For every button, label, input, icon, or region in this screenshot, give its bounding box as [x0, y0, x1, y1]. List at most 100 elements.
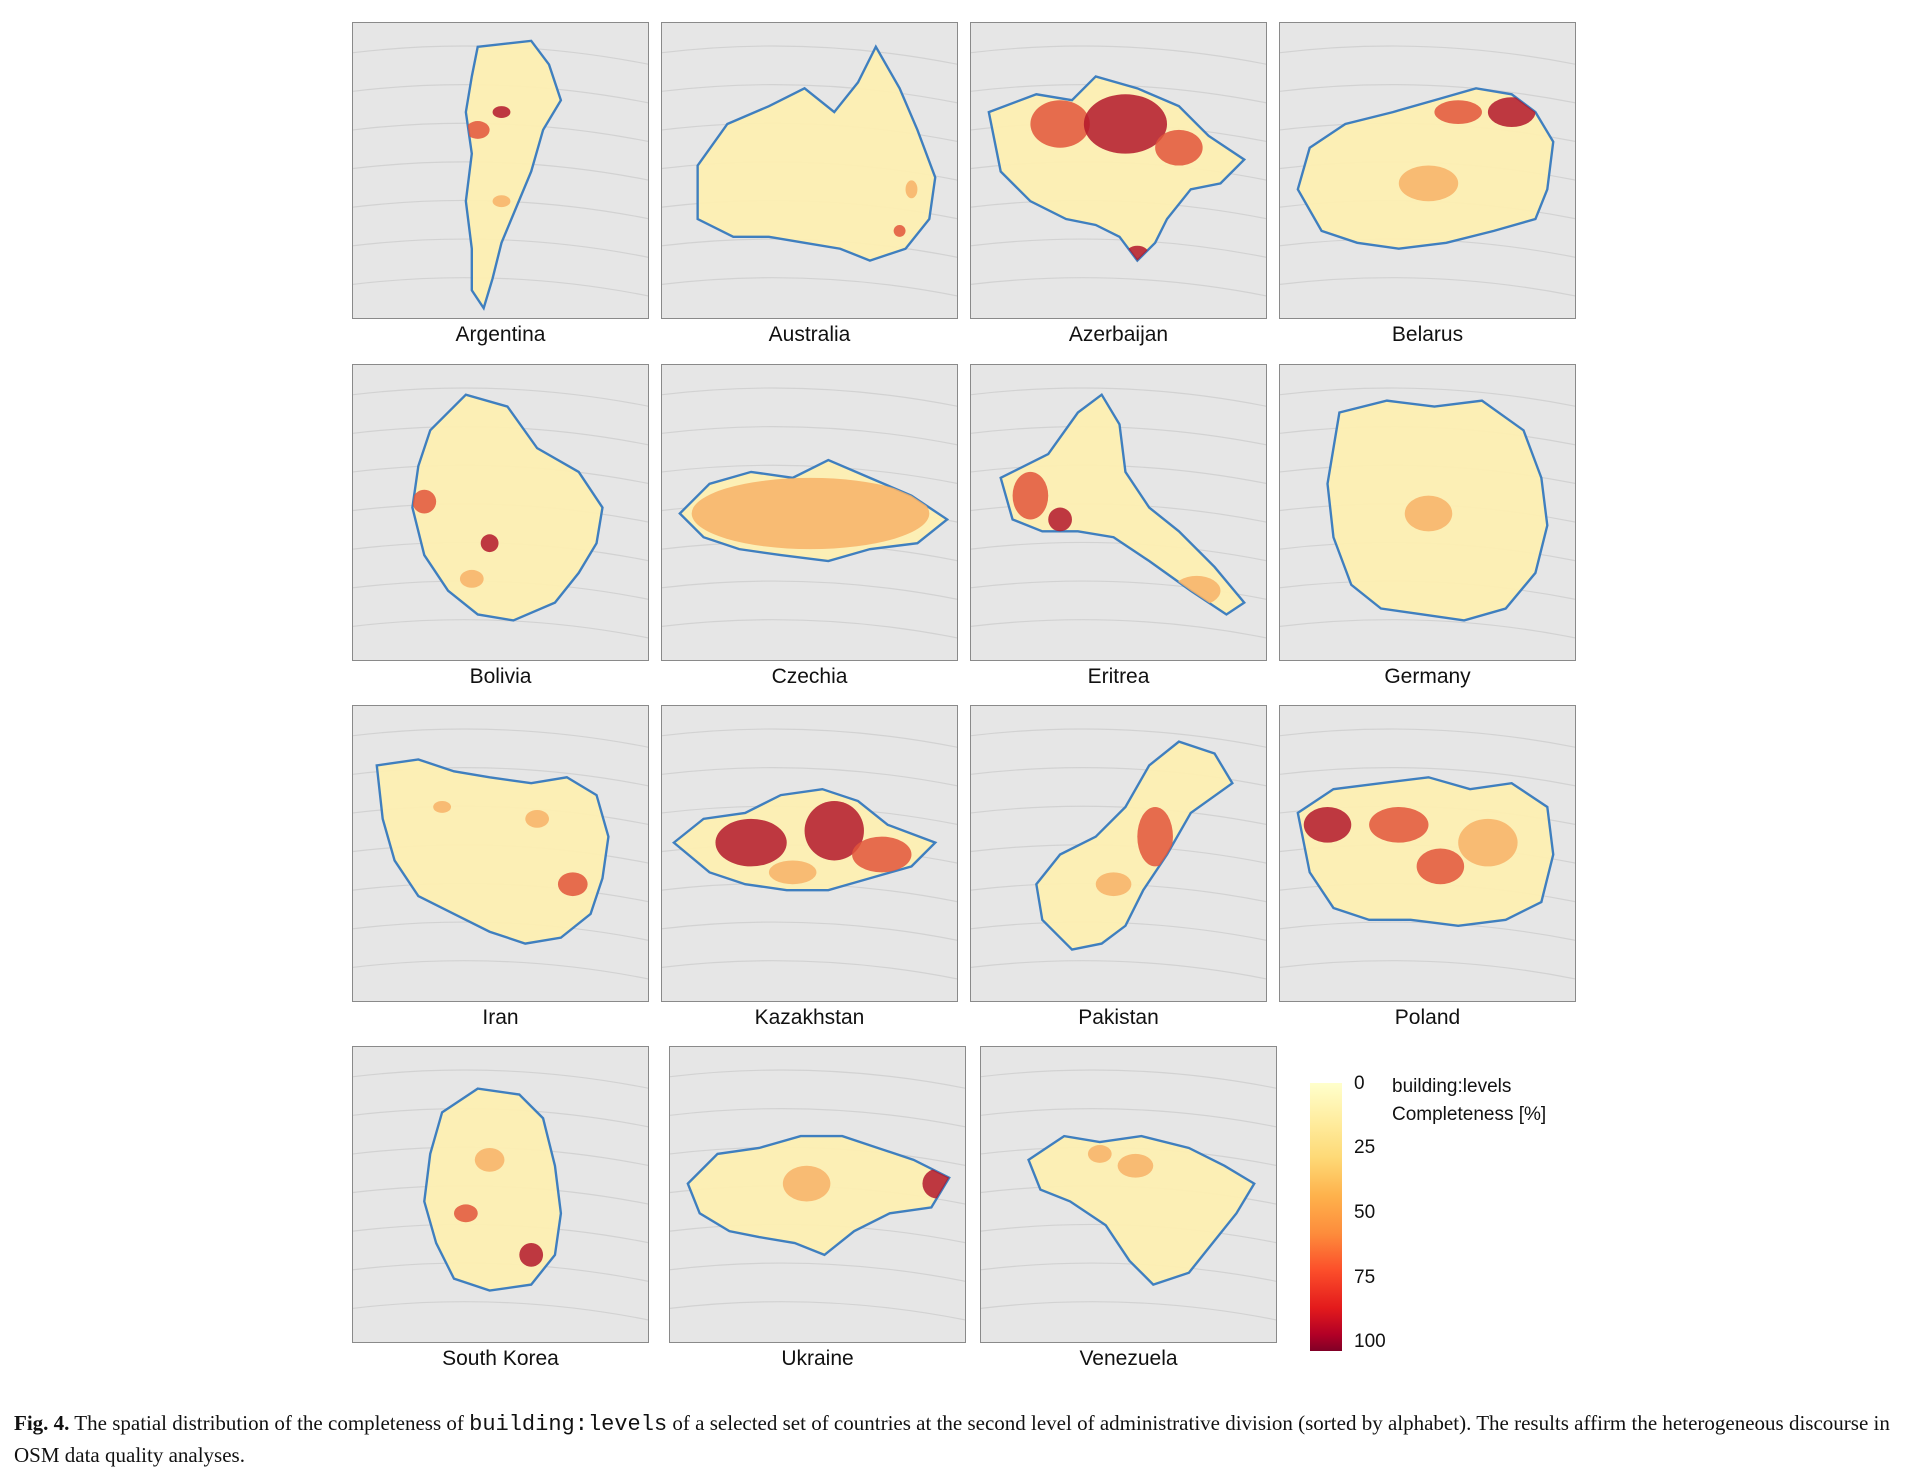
basemap-line	[971, 728, 1266, 748]
region-highlight	[459, 569, 484, 588]
country-label: Bolivia	[469, 665, 532, 688]
country-label: Ukraine	[781, 1347, 854, 1370]
map-panel: Poland	[1279, 705, 1576, 1038]
region-highlight	[691, 477, 930, 550]
colorbar-tick: 100	[1354, 1331, 1386, 1352]
map-panel: Czechia	[661, 364, 958, 697]
basemap-line	[1280, 84, 1575, 104]
region-highlight	[412, 489, 437, 514]
basemap-line	[662, 277, 957, 297]
basemap-line	[670, 1069, 965, 1089]
region-highlight	[768, 860, 817, 885]
region-highlight	[1303, 806, 1352, 843]
map-panel: Azerbaijan	[970, 22, 1267, 355]
choropleth-map	[970, 22, 1267, 319]
country-label: Iran	[482, 1006, 519, 1029]
choropleth-map	[1279, 22, 1576, 319]
colorbar-tick: 0	[1354, 1073, 1365, 1094]
region-highlight	[557, 872, 588, 897]
map-panel: Ukraine	[669, 1046, 966, 1379]
map-svg	[353, 387, 648, 639]
basemap-line	[971, 277, 1266, 297]
region-highlight	[852, 836, 912, 873]
basemap-line	[1280, 277, 1575, 297]
basemap-line	[1280, 960, 1575, 980]
basemap-line	[971, 541, 1266, 562]
map-panel: South Korea	[352, 1046, 649, 1379]
region-highlight	[1458, 818, 1518, 867]
caption-code: building:levels	[469, 1412, 668, 1437]
country-shape	[1296, 776, 1555, 927]
choropleth-map	[970, 705, 1267, 1002]
region-highlight	[492, 106, 511, 119]
choropleth-map	[970, 364, 1267, 661]
region-highlight	[1083, 94, 1168, 154]
basemap-line	[670, 1301, 965, 1321]
map-panel: Eritrea	[970, 364, 1267, 697]
region-highlight	[1398, 165, 1459, 202]
region-highlight	[465, 121, 490, 139]
country-label: Australia	[768, 323, 851, 346]
region-highlight	[453, 1204, 478, 1223]
basemap-line	[662, 84, 957, 104]
country-label: Pakistan	[1078, 1006, 1159, 1029]
basemap-line	[670, 1108, 965, 1128]
country-label: Czechia	[771, 665, 848, 688]
basemap-line	[1280, 45, 1575, 65]
basemap-line	[981, 1262, 1276, 1282]
basemap-line	[971, 805, 1266, 826]
basemap-line	[981, 1301, 1276, 1321]
region-highlight	[1155, 129, 1203, 166]
choropleth-map	[1279, 364, 1576, 661]
map-panel: Pakistan	[970, 705, 1267, 1038]
region-highlight	[1087, 1145, 1112, 1163]
country-shape	[375, 758, 610, 945]
country-shape	[696, 44, 937, 262]
basemap-line	[353, 619, 648, 639]
region-highlight	[1048, 507, 1072, 532]
basemap-line	[1280, 728, 1575, 748]
basemap-line	[1280, 767, 1575, 787]
basemap-line	[353, 960, 648, 980]
choropleth-map	[352, 705, 649, 1002]
legend-title-line1: building:levels	[1392, 1076, 1512, 1097]
map-panel: Belarus	[1279, 22, 1576, 355]
basemap-line	[662, 580, 957, 600]
basemap-line	[353, 1301, 648, 1321]
choropleth-map	[352, 364, 649, 661]
map-svg	[353, 728, 648, 980]
basemap-line	[670, 1262, 965, 1282]
country-label: South Korea	[442, 1347, 559, 1370]
basemap-line	[1280, 387, 1575, 407]
basemap-line	[662, 387, 957, 407]
map-panel: Germany	[1279, 364, 1576, 697]
basemap-line	[353, 728, 648, 748]
basemap-line	[662, 767, 957, 787]
region-highlight	[1416, 848, 1465, 885]
map-panel: Bolivia	[352, 364, 649, 697]
region-highlight	[905, 180, 918, 199]
caption-text-after: of a selected set of countries at the se…	[14, 1411, 1890, 1467]
basemap-line	[971, 619, 1266, 639]
region-highlight	[1030, 100, 1090, 148]
colorbar	[1310, 1083, 1342, 1351]
map-svg	[981, 1069, 1276, 1321]
caption-text-before: The spatial distribution of the complete…	[74, 1411, 464, 1435]
basemap-line	[971, 238, 1266, 258]
region-highlight	[433, 801, 452, 813]
region-highlight	[1117, 1153, 1154, 1178]
choropleth-map	[980, 1046, 1277, 1343]
basemap-line	[662, 960, 957, 980]
basemap-line	[971, 960, 1266, 980]
country-label: Belarus	[1391, 323, 1464, 346]
legend-title-line2: Completeness [%]	[1392, 1104, 1547, 1125]
map-svg	[971, 45, 1266, 297]
choropleth-map	[661, 22, 958, 319]
map-svg	[971, 728, 1266, 980]
basemap-line	[353, 277, 648, 297]
basemap-line	[981, 1108, 1276, 1128]
region-highlight	[1434, 100, 1482, 124]
country-label: Eritrea	[1087, 665, 1150, 688]
basemap-line	[662, 728, 957, 748]
country-shape	[423, 1087, 563, 1292]
